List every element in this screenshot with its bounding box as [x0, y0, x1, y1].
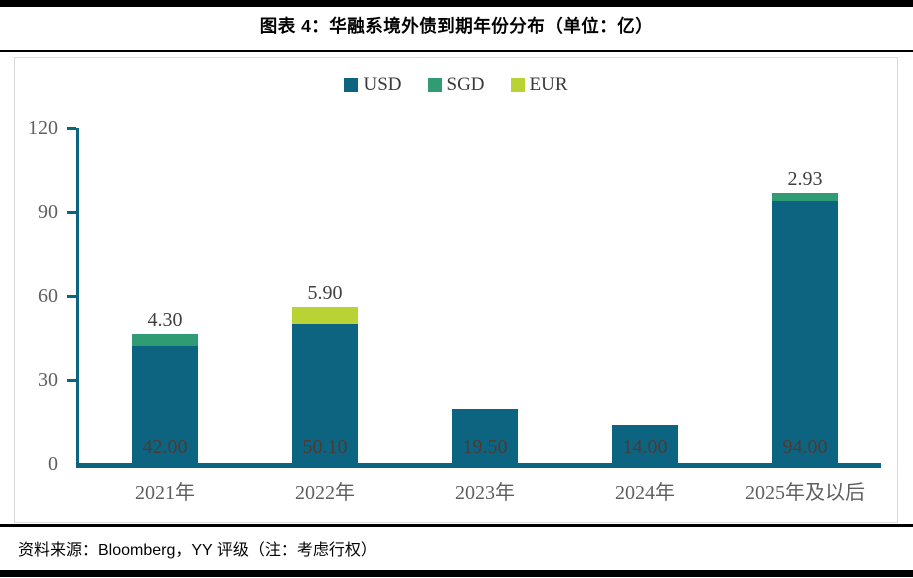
bottom-rule	[0, 570, 913, 577]
bar-2021年: 4.30 42.00	[132, 309, 198, 464]
bar-inside-label: 14.00	[622, 436, 668, 458]
y-axis-label: 0	[48, 453, 58, 475]
chart-legend: USD SGD EUR	[15, 74, 897, 96]
bar-segment-usd	[772, 201, 838, 464]
bar-2022年: 5.90 50.10	[292, 282, 358, 464]
bar-inside-label: 19.50	[462, 436, 508, 458]
legend-label: USD	[363, 74, 402, 95]
figure-header: 图表 4：华融系境外债到期年份分布（单位：亿）	[0, 13, 913, 38]
y-axis-label: 30	[38, 369, 58, 391]
bar-segment-sgd	[772, 193, 838, 201]
bar-2023年: 19.50	[452, 409, 518, 464]
bar-inside-label: 50.10	[302, 436, 348, 458]
page-title: 图表 4：华融系境外债到期年份分布（单位：亿）	[259, 16, 654, 36]
source-note: 资料来源：Bloomberg，YY 评级（注：考虑行权）	[18, 542, 377, 559]
bar-inside-label: 42.00	[142, 436, 188, 458]
bar-top-label: 4.30	[147, 309, 183, 331]
legend-item-eur: EUR	[510, 74, 568, 96]
legend-label: EUR	[529, 74, 568, 95]
y-axis-tick	[67, 127, 76, 130]
legend-swatch-eur	[510, 78, 525, 92]
legend-swatch-usd	[344, 78, 359, 92]
y-axis-label: 60	[38, 285, 58, 307]
bar-2024年: 14.00	[612, 425, 678, 464]
legend-item-sgd: SGD	[427, 74, 485, 96]
title-rule	[0, 50, 913, 52]
bar-inside-label: 94.00	[782, 436, 828, 458]
source-rule	[0, 524, 913, 527]
x-axis-line	[76, 463, 881, 468]
legend-item-usd: USD	[344, 74, 402, 96]
legend-swatch-sgd	[427, 78, 442, 92]
bar-2025年及以后: 2.93 94.00	[772, 168, 838, 464]
legend-label: SGD	[446, 74, 485, 95]
x-axis-label: 2023年	[455, 482, 515, 504]
y-axis-label: 90	[38, 201, 58, 223]
bar-segment-eur	[292, 307, 358, 324]
y-axis-label: 120	[28, 117, 58, 139]
top-rule	[0, 0, 913, 7]
bar-segment-sgd	[132, 334, 198, 346]
x-axis-label: 2022年	[295, 482, 355, 504]
bar-top-label: 2.93	[787, 168, 823, 190]
bars-area: 4.30 42.00 5.90 50.10 19.50 14.00 2.93 94.00	[15, 128, 896, 464]
y-axis-tick	[67, 211, 76, 214]
y-axis-line	[76, 128, 79, 466]
x-axis-label: 2025年及以后	[745, 482, 865, 504]
chart-container: USD SGD EUR 4.30 42.00 5.90 50.10 19.50 14.00 2.…	[14, 57, 898, 523]
x-axis-label: 2024年	[615, 482, 675, 504]
y-axis-tick	[67, 295, 76, 298]
plot-area: 4.30 42.00 5.90 50.10 19.50 14.00 2.93 94.00 0 3…	[15, 58, 897, 522]
y-axis-tick	[67, 379, 76, 382]
x-axis-label: 2021年	[135, 482, 195, 504]
bar-segment-usd	[452, 409, 518, 464]
bar-top-label: 5.90	[307, 282, 343, 304]
bar-segment-usd	[292, 324, 358, 464]
bar-segment-usd	[132, 346, 198, 464]
bar-segment-usd	[612, 425, 678, 464]
